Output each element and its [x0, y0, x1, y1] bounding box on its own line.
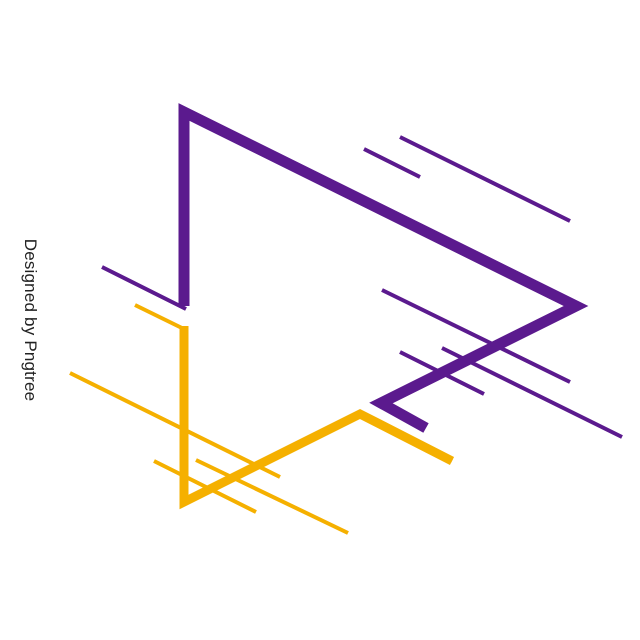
purple-accent-line-3	[101, 265, 187, 311]
gold-accent-line-4	[153, 459, 257, 514]
gold-accent-line-5	[359, 412, 453, 463]
purple-accent-line-6	[441, 346, 623, 439]
watermark-text: Designed by Pngtree	[21, 238, 40, 402]
gold-accent-line-1	[134, 303, 187, 332]
purple-accent-line-4	[381, 288, 571, 384]
purple-accent-line-5	[399, 350, 485, 396]
purple-accent-line-2	[399, 135, 571, 223]
purple-accent-line-1	[363, 147, 421, 179]
gold-accent-line-3	[195, 458, 349, 535]
purple-triangle-outline	[178, 103, 589, 433]
gold-accent-line-2	[69, 371, 281, 479]
